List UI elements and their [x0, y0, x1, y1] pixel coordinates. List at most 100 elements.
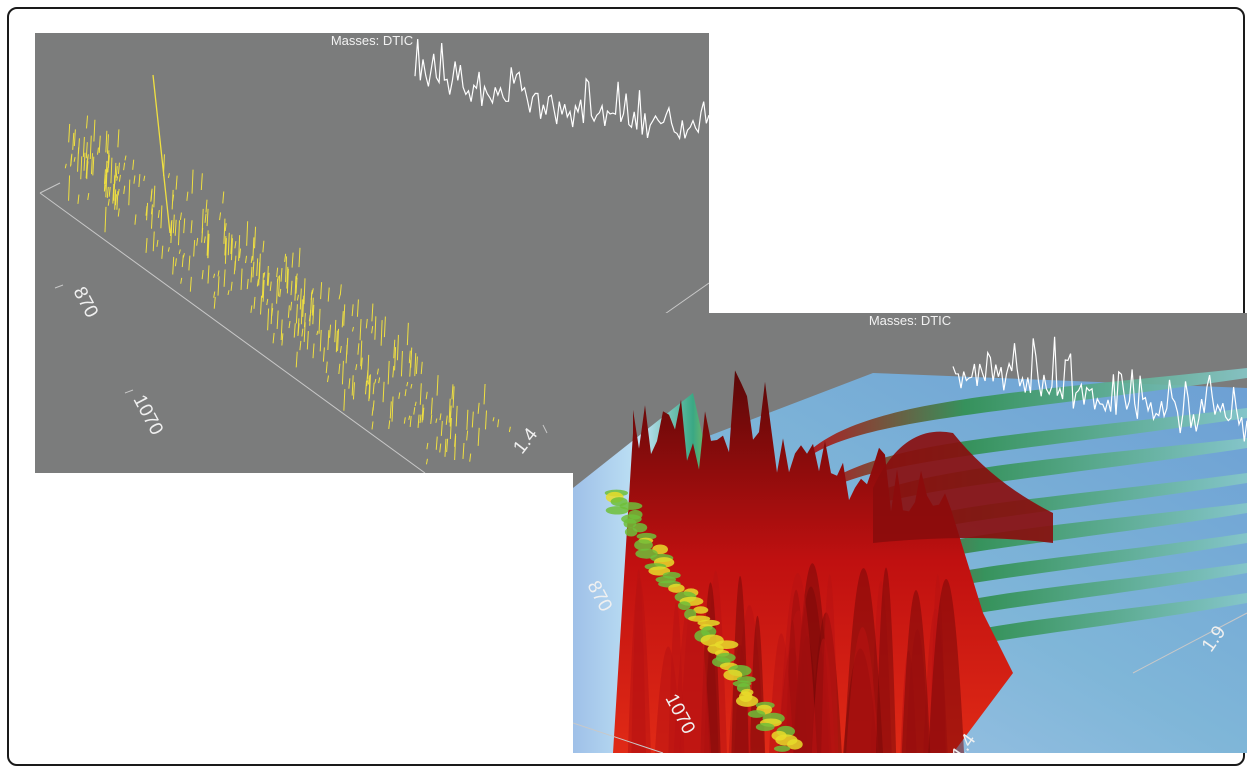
peak-stick [310, 290, 313, 300]
peak-stick [296, 294, 299, 301]
peak-stick [365, 318, 368, 329]
peak-stick [272, 332, 275, 344]
peak-stick [174, 258, 177, 267]
peak-stick [400, 350, 403, 377]
peak-stick [256, 279, 259, 287]
peak-stick [311, 297, 314, 316]
peak-stick [92, 156, 95, 176]
peak-stick [258, 262, 261, 286]
surface-spine-blob [677, 601, 691, 611]
peak-stick [117, 188, 120, 196]
peak-stick [77, 194, 80, 204]
peak-stick [114, 189, 117, 210]
peak-stick [306, 331, 309, 350]
peak-stick [448, 398, 451, 423]
peak-stick [339, 345, 342, 353]
peak-stick [426, 442, 429, 450]
peak-stick [484, 410, 487, 430]
peak-stick [280, 319, 283, 341]
peak-stick [181, 255, 184, 268]
peak-stick [203, 236, 206, 244]
peak-stick [410, 383, 413, 389]
peak-stick [444, 438, 447, 457]
peak-stick [329, 324, 332, 338]
peak-stick [303, 278, 306, 305]
peak-stick [150, 204, 153, 215]
peak-stick [207, 233, 210, 259]
peak-stick [387, 360, 390, 385]
peak-stick [118, 174, 121, 182]
scatter-sticks [64, 74, 511, 465]
peak-stick [408, 415, 411, 420]
surface-ridge [819, 408, 1247, 494]
peak-stick [161, 245, 164, 259]
peak-stick [153, 185, 156, 208]
peak-stick [246, 278, 249, 290]
peak-stick [466, 409, 469, 430]
surface-spine-blob [773, 745, 791, 752]
peak-stick [219, 212, 222, 221]
peak-stick [422, 407, 425, 421]
peak-stick [352, 382, 355, 400]
peak-stick [260, 295, 263, 315]
peak-stick [193, 239, 196, 257]
peak-stick [89, 135, 92, 160]
peak-stick [425, 458, 428, 465]
peak-stick [410, 347, 413, 368]
peak-stick [167, 247, 170, 252]
peak-stick [334, 319, 337, 343]
peak-stick [393, 339, 396, 359]
peak-stick [325, 361, 328, 374]
peak-stick [128, 179, 131, 206]
peak-stick [413, 407, 416, 415]
peak-stick [276, 267, 279, 278]
peak-stick [201, 227, 204, 243]
peak-stick [68, 123, 71, 143]
peak-stick [116, 191, 119, 210]
surface-plot: 870 1070 1.9 1.4 [573, 336, 1247, 753]
peak-stick [86, 115, 89, 129]
peak-stick [343, 304, 346, 326]
peak-stick [204, 213, 207, 223]
mass-tick [54, 284, 64, 289]
peak-stick [196, 237, 199, 246]
peak-stick [440, 420, 443, 436]
peak-stick [300, 299, 303, 325]
peak-stick [302, 295, 305, 317]
peak-stick [341, 311, 344, 328]
time-axis-line [1132, 612, 1247, 674]
axis-corner-line [39, 182, 61, 194]
peak-stick [281, 333, 284, 346]
peak-stick [73, 157, 76, 162]
surface-spine-blob [755, 722, 775, 732]
surface-peak [873, 431, 1053, 543]
peak-stick [392, 365, 395, 378]
peak-stick [371, 325, 374, 334]
peak-stick [250, 255, 253, 263]
peak-stick [471, 411, 474, 428]
peak-stick [446, 438, 449, 453]
peak-stick [419, 383, 422, 405]
peak-stick [213, 297, 216, 309]
peak-stick [301, 328, 304, 337]
peak-stick [276, 310, 279, 330]
peak-stick [435, 436, 438, 450]
peak-stick [371, 303, 374, 322]
peak-stick [278, 275, 281, 297]
peak-stick [339, 284, 342, 296]
surface-peak [627, 578, 651, 753]
peak-stick [298, 247, 301, 268]
peak-stick [497, 419, 500, 428]
peak-stick [320, 282, 323, 300]
mass-axis-line [573, 722, 664, 753]
peak-stick [200, 173, 203, 191]
peak-stick [406, 322, 409, 346]
peak-stick [191, 169, 194, 194]
peak-stick [295, 277, 298, 294]
peak-stick [415, 356, 418, 374]
peak-stick [217, 276, 220, 296]
surface-spine-blob [787, 739, 803, 750]
peak-stick [239, 248, 242, 259]
peak-stick [348, 378, 351, 389]
peak-stick [351, 304, 354, 317]
